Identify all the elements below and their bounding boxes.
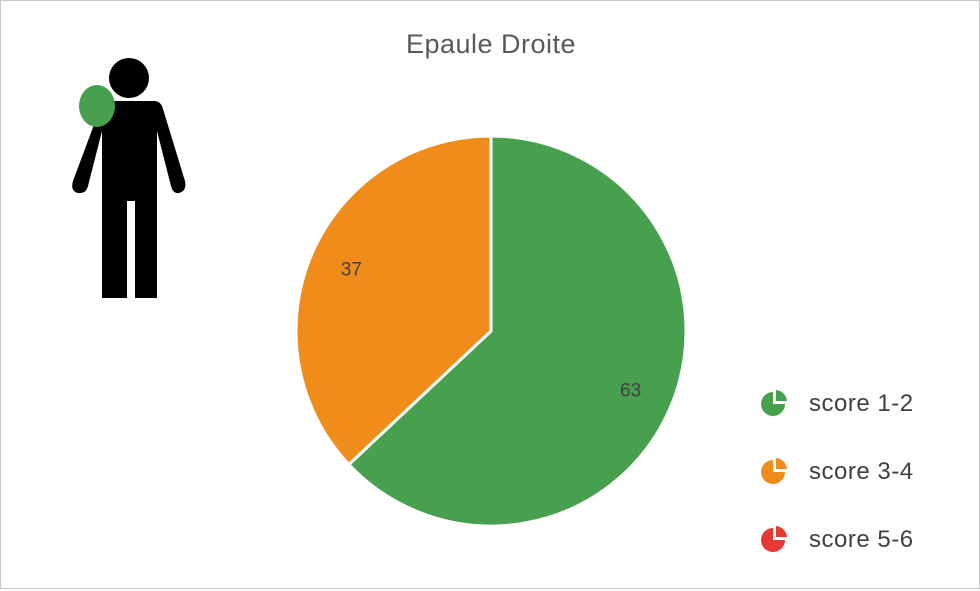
- legend-item-score-1-2: score 1-2: [759, 387, 914, 421]
- data-label: 37: [341, 260, 362, 281]
- chart-title: Epaule Droite: [405, 29, 577, 59]
- legend-label: score 3-4: [809, 458, 914, 485]
- shoulder-highlight: [79, 85, 115, 127]
- pie-legend-icon: [761, 458, 787, 484]
- data-label: 63: [620, 380, 641, 401]
- legend-item-score-3-4: score 3-4: [759, 455, 914, 489]
- pie-legend-icon: [761, 390, 787, 416]
- pie-legend-icon: [761, 526, 787, 552]
- legend: score 1-2 score 3-4 score 5-6: [759, 387, 914, 591]
- pie-slice-score-3-4: [294, 134, 493, 466]
- legend-item-score-5-6: score 5-6: [759, 523, 914, 557]
- legend-label: score 5-6: [809, 526, 914, 553]
- pie-slice-score-1-2: [347, 134, 688, 528]
- person-silhouette-icon: [72, 58, 186, 298]
- legend-label: score 1-2: [809, 390, 914, 417]
